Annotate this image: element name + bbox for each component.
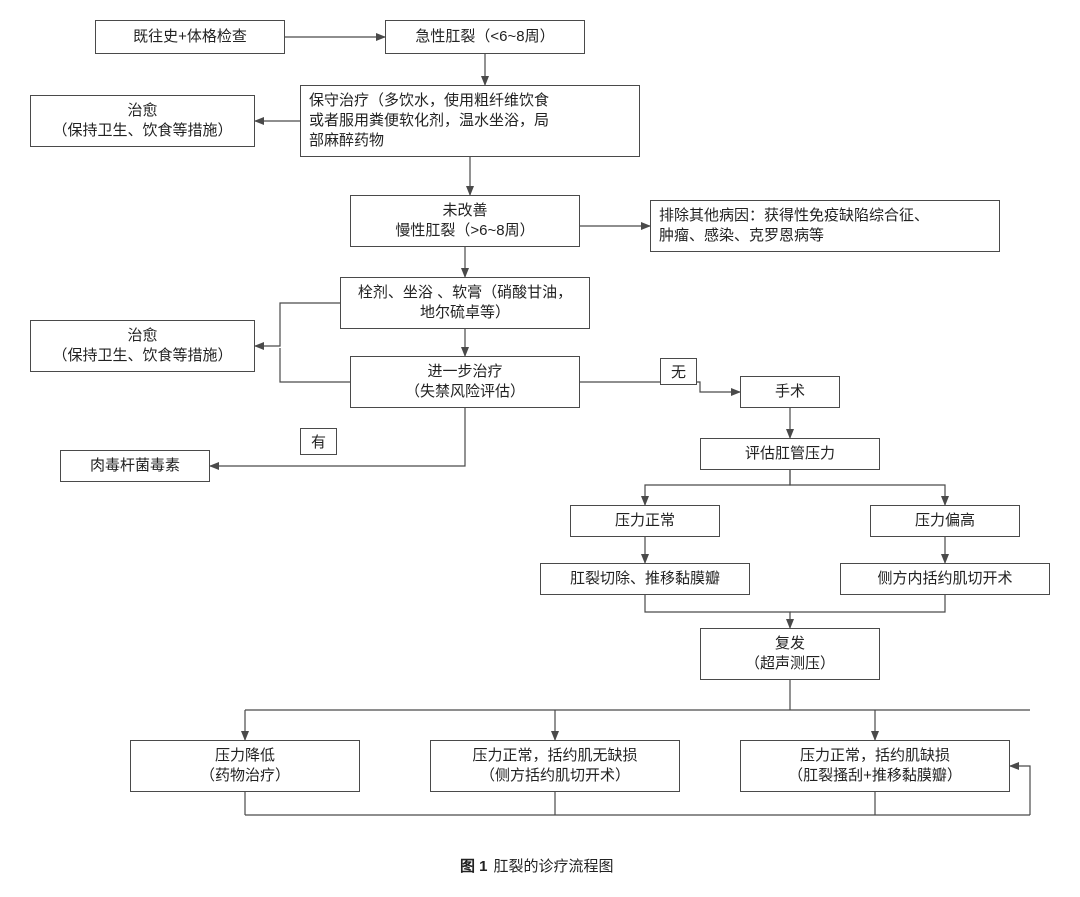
- node-pnorm-nodefect: 压力正常，括约肌无缺损 （侧方括约肌切开术）: [430, 740, 680, 792]
- node-acute: 急性肛裂（<6~8周）: [385, 20, 585, 54]
- node-suppository: 栓剂、坐浴 、软膏（硝酸甘油， 地尔硫卓等）: [340, 277, 590, 329]
- node-pressure-high: 压力偏高: [870, 505, 1020, 537]
- node-cured-1: 治愈 （保持卫生、饮食等措施）: [30, 95, 255, 147]
- node-excision: 肛裂切除、推移黏膜瓣: [540, 563, 750, 595]
- flowchart-canvas: 既往史+体格检查 急性肛裂（<6~8周） 治愈 （保持卫生、饮食等措施） 保守治…: [0, 0, 1080, 897]
- node-lis: 侧方内括约肌切开术: [840, 563, 1050, 595]
- node-conservative: 保守治疗（多饮水，使用粗纤维饮食 或者服用粪便软化剂，温水坐浴，局 部麻醉药物: [300, 85, 640, 157]
- node-history: 既往史+体格检查: [95, 20, 285, 54]
- node-pnorm-defect: 压力正常，括约肌缺损 （肛裂搔刮+推移黏膜瓣）: [740, 740, 1010, 792]
- node-pressure-low: 压力降低 （药物治疗）: [130, 740, 360, 792]
- node-chronic: 未改善 慢性肛裂（>6~8周）: [350, 195, 580, 247]
- node-pressure-normal: 压力正常: [570, 505, 720, 537]
- node-surgery: 手术: [740, 376, 840, 408]
- node-eval-pressure: 评估肛管压力: [700, 438, 880, 470]
- node-botox: 肉毒杆菌毒素: [60, 450, 210, 482]
- node-cured-2: 治愈 （保持卫生、饮食等措施）: [30, 320, 255, 372]
- figure-text: 肛裂的诊疗流程图: [494, 858, 614, 875]
- figure-caption: 图 1 肛裂的诊疗流程图: [460, 855, 614, 876]
- node-exclude: 排除其他病因：获得性免疫缺陷综合征、 肿瘤、感染、克罗恩病等: [650, 200, 1000, 252]
- node-recur: 复发 （超声测压）: [700, 628, 880, 680]
- figure-label: 图 1: [460, 858, 488, 875]
- edge-label-has: 有: [300, 428, 337, 455]
- edge-label-none: 无: [660, 358, 697, 385]
- node-further: 进一步治疗 （失禁风险评估）: [350, 356, 580, 408]
